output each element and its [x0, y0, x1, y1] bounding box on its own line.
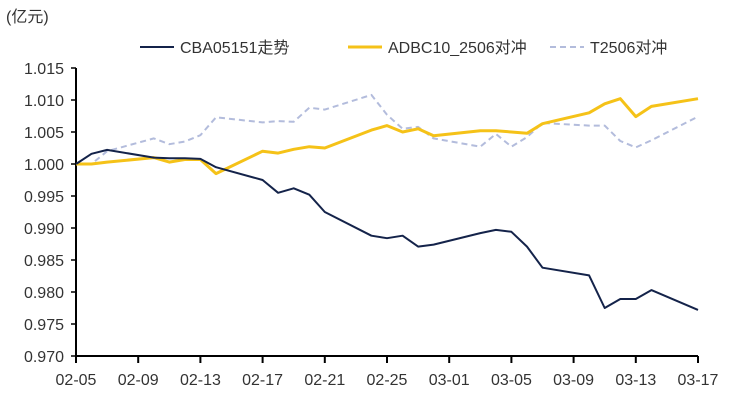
y-tick-label: 1.005	[24, 125, 64, 142]
legend-label-1: ADBC10_2506对冲	[388, 39, 527, 57]
x-tick-label: 02-17	[242, 372, 283, 389]
y-axis: 0.970 0.975 0.980 0.985 0.990 0.995 1.000 1.005…	[24, 61, 77, 366]
x-tick-label: 02-05	[56, 372, 97, 389]
series-line-2	[76, 93, 699, 165]
x-tick-label: 03-05	[491, 372, 532, 389]
y-tick-label: 0.990	[24, 221, 64, 238]
y-tick-label: 0.980	[24, 285, 64, 302]
x-tick-label: 03-01	[429, 372, 470, 389]
y-tick-label: 0.975	[24, 317, 64, 334]
x-tick-label: 02-09	[118, 372, 159, 389]
x-tick-label: 02-25	[367, 372, 408, 389]
series-line-0	[75, 148, 699, 311]
x-tick-label: 03-17	[678, 372, 719, 389]
unit-label: (亿元)	[6, 8, 49, 26]
y-tick-label: 0.985	[24, 253, 64, 270]
x-tick-label: 02-13	[180, 372, 221, 389]
x-tick-label: 02-21	[304, 372, 345, 389]
y-tick-label: 0.970	[24, 349, 64, 366]
x-axis: 02-05 02-09 02-13 02-17 02-21 02-25 03-01 03-05…	[56, 355, 719, 389]
legend-label-0: CBA05151走势	[180, 39, 289, 57]
y-tick-label: 1.010	[24, 93, 64, 110]
series-line-1	[76, 97, 699, 176]
y-tick-label: 0.995	[24, 189, 64, 206]
series-lines	[75, 93, 699, 311]
y-tick-label: 1.000	[24, 157, 64, 174]
legend: CBA05151走势 ADBC10_2506对冲 T2506对冲	[140, 39, 667, 57]
x-tick-label: 03-13	[615, 372, 656, 389]
x-tick-label: 03-09	[553, 372, 594, 389]
legend-label-2: T2506对冲	[590, 39, 667, 57]
y-tick-label: 1.015	[24, 61, 64, 78]
